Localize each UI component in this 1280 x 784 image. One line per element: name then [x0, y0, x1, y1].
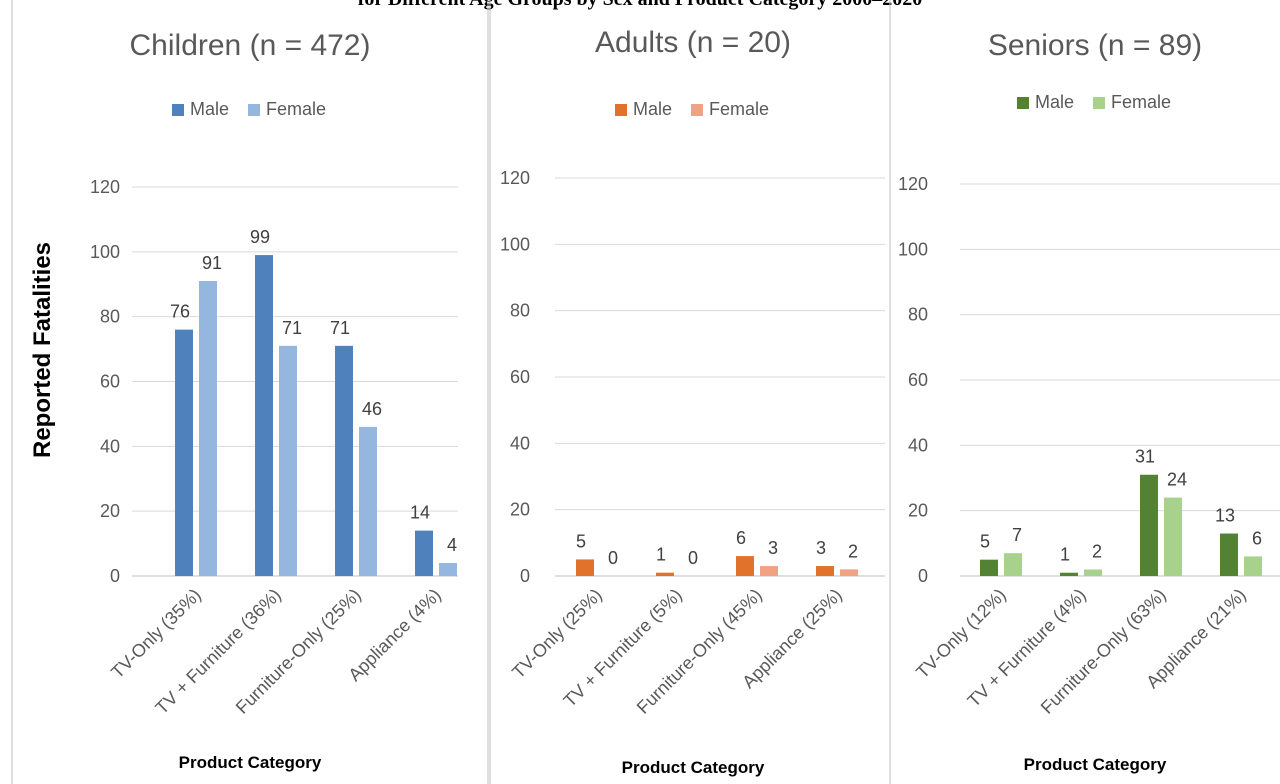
bar-female	[199, 281, 217, 576]
data-label: 71	[282, 318, 302, 338]
bar-female	[359, 426, 377, 576]
bar-male	[175, 329, 193, 576]
data-label: 71	[330, 318, 350, 338]
data-label: 0	[608, 548, 618, 568]
data-label: 2	[1092, 541, 1102, 561]
legend-swatch-female	[248, 104, 260, 116]
y-tick-label: 120	[500, 168, 530, 188]
y-tick-label: 60	[908, 370, 928, 390]
bar-female	[1084, 569, 1102, 576]
y-tick-label: 120	[90, 177, 120, 197]
data-label: 0	[688, 548, 698, 568]
bar-male	[1220, 533, 1238, 576]
legend-swatch-male	[172, 104, 184, 116]
data-label: 7	[1012, 525, 1022, 545]
bar-female	[840, 569, 858, 576]
y-tick-label: 40	[510, 433, 530, 453]
y-tick-label: 120	[898, 174, 928, 194]
legend-swatch-female	[1093, 97, 1105, 109]
data-label: 1	[656, 545, 666, 565]
data-label: 3	[768, 538, 778, 558]
data-label: 4	[447, 535, 457, 555]
bar-male	[335, 345, 353, 576]
data-label: 76	[170, 302, 190, 322]
y-tick-label: 20	[908, 501, 928, 521]
y-axis-label: Reported Fatalities	[29, 242, 56, 458]
y-tick-label: 80	[908, 305, 928, 325]
x-axis-label: Product Category	[622, 758, 765, 777]
panel-title: Children (n = 472)	[130, 29, 371, 62]
legend-label-female: Female	[709, 99, 769, 119]
legend-swatch-male	[1017, 97, 1029, 109]
figure-title: for Different Age Groups by Sex and Prod…	[0, 0, 1280, 11]
bar-female	[1004, 553, 1022, 576]
panel-adults: Adults (n = 20)Male Female020406080100120…	[489, 0, 891, 784]
bar-male	[980, 559, 998, 576]
legend-label-female: Female	[266, 99, 326, 119]
data-label: 5	[576, 531, 586, 551]
legend-label-female: Female	[1111, 92, 1171, 112]
x-axis-label: Product Category	[179, 753, 322, 772]
data-label: 91	[202, 253, 222, 273]
bar-female	[279, 345, 297, 576]
x-axis-label: Product Category	[1024, 755, 1167, 774]
data-label: 31	[1135, 447, 1155, 467]
bar-male	[415, 530, 433, 576]
y-tick-label: 20	[100, 501, 120, 521]
bar-male	[1140, 474, 1158, 576]
panel-border	[889, 0, 891, 784]
data-label: 3	[816, 538, 826, 558]
y-tick-label: 0	[918, 566, 928, 586]
y-tick-label: 40	[100, 436, 120, 456]
data-label: 24	[1167, 470, 1187, 490]
panel-seniors: Seniors (n = 89)Male Female02040608010012…	[889, 0, 1280, 784]
bar-female	[439, 563, 457, 576]
y-tick-label: 60	[510, 367, 530, 387]
y-tick-label: 80	[100, 307, 120, 327]
panel-title: Adults (n = 20)	[595, 26, 791, 59]
panel-children: Children (n = 472) Male Female 0 20 40 60 80 100…	[11, 0, 489, 784]
y-tick-label: 80	[510, 301, 530, 321]
legend-swatch-male	[615, 104, 627, 116]
bar-female	[1164, 497, 1182, 576]
y-tick-label: 100	[898, 239, 928, 259]
legend-label-male: Male	[633, 99, 672, 119]
y-tick-label: 20	[510, 500, 530, 520]
data-label: 1	[1060, 545, 1070, 565]
bar-male	[1060, 572, 1078, 576]
y-tick-label: 100	[500, 234, 530, 254]
panel-border	[11, 0, 489, 784]
y-tick-label: 100	[90, 242, 120, 262]
data-label: 2	[848, 541, 858, 561]
bar-male	[255, 255, 273, 576]
y-tick-label: 0	[520, 566, 530, 586]
bar-male	[736, 556, 754, 576]
data-label: 14	[410, 503, 430, 523]
legend-swatch-female	[691, 104, 703, 116]
legend-label-male: Male	[190, 99, 229, 119]
legend-label-male: Male	[1035, 92, 1074, 112]
y-tick-label: 60	[100, 372, 120, 392]
data-label: 6	[736, 528, 746, 548]
bar-male	[816, 566, 834, 576]
bar-male	[576, 559, 594, 576]
y-tick-label: 0	[110, 566, 120, 586]
bar-male	[656, 572, 674, 576]
panel-title: Seniors (n = 89)	[988, 29, 1202, 62]
data-label: 6	[1252, 528, 1262, 548]
data-label: 99	[250, 227, 270, 247]
bar-female	[1244, 556, 1262, 576]
data-label: 13	[1215, 506, 1235, 526]
bar-female	[760, 566, 778, 576]
y-tick-label: 40	[908, 435, 928, 455]
data-label: 5	[980, 532, 990, 552]
data-label: 46	[362, 399, 382, 419]
